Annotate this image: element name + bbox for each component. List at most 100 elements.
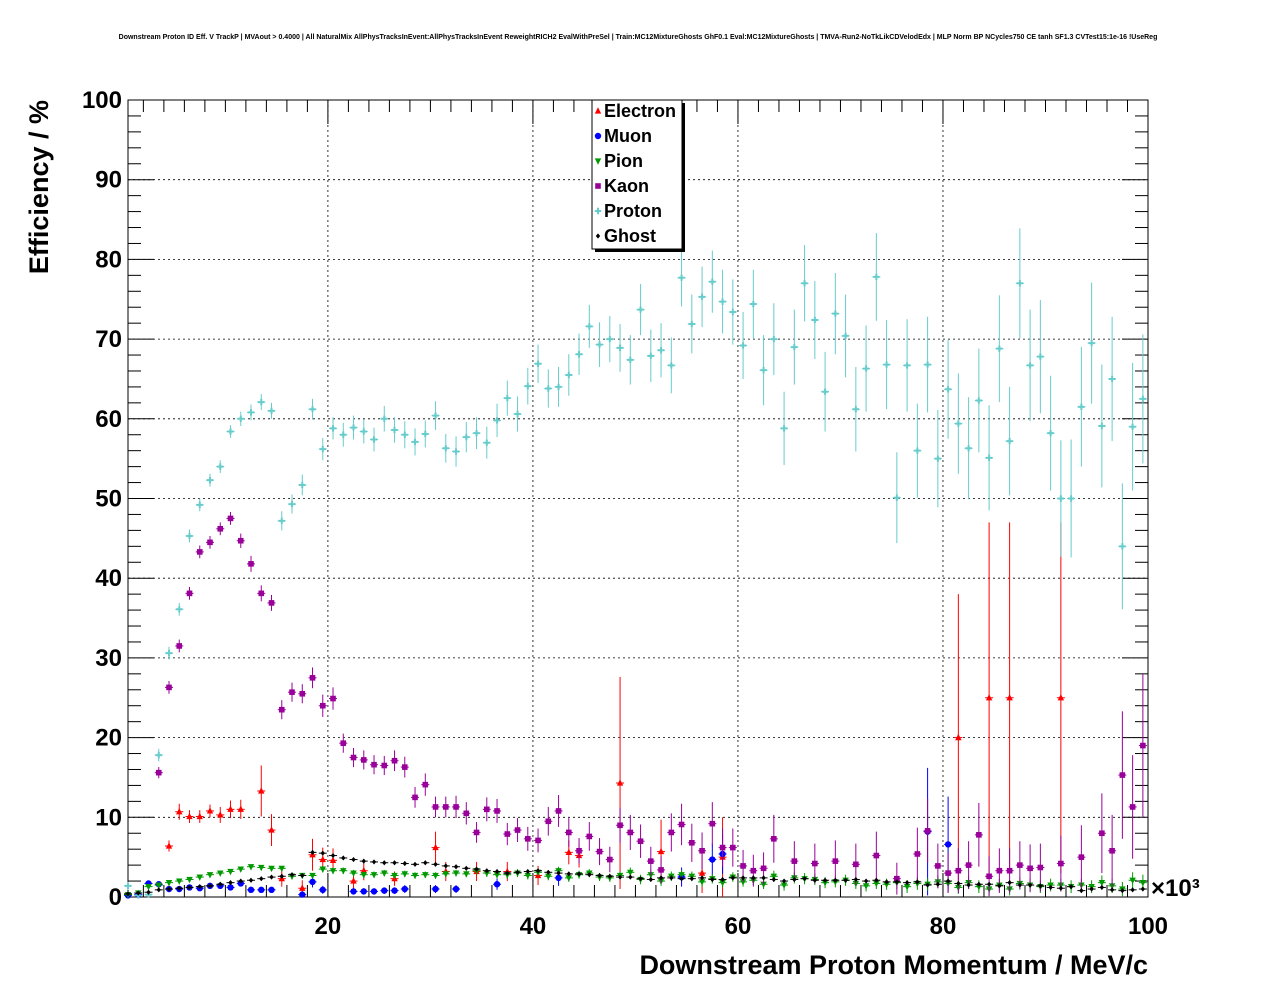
data-point	[288, 500, 296, 508]
data-point	[299, 481, 306, 489]
data-point	[924, 828, 931, 834]
data-point	[1098, 422, 1106, 430]
data-point	[699, 875, 705, 881]
data-point	[463, 810, 470, 817]
data-point	[299, 891, 306, 898]
data-point	[402, 860, 407, 867]
data-point	[381, 762, 388, 769]
data-point	[616, 344, 624, 352]
data-point	[924, 361, 931, 368]
data-point	[1068, 884, 1074, 890]
data-point	[278, 517, 285, 525]
data-point	[422, 430, 429, 438]
data-point	[576, 847, 582, 854]
data-point	[268, 865, 275, 873]
legend-label-kaon: Kaon	[604, 176, 649, 196]
data-point	[1058, 885, 1064, 891]
data-point	[1007, 880, 1012, 886]
data-point	[985, 454, 993, 462]
x-tick-label: 20	[315, 913, 342, 940]
data-point	[751, 875, 756, 881]
data-point	[228, 880, 233, 886]
data-point	[525, 868, 530, 875]
data-point	[648, 876, 654, 883]
data-point	[505, 870, 510, 876]
data-point	[156, 887, 161, 893]
data-point	[370, 872, 378, 879]
data-point	[945, 878, 951, 884]
grid-lines	[128, 100, 1148, 897]
x-tick-label: 60	[725, 913, 752, 940]
data-point	[944, 841, 952, 848]
data-point	[196, 812, 203, 820]
data-point	[874, 877, 879, 883]
data-point	[607, 873, 613, 879]
data-point	[1006, 437, 1013, 445]
data-point	[607, 856, 613, 863]
data-point	[976, 832, 982, 838]
data-point	[1130, 887, 1135, 893]
data-point	[555, 383, 562, 391]
data-point	[575, 351, 583, 358]
data-point	[985, 693, 993, 701]
data-point	[1058, 860, 1064, 867]
data-point	[791, 858, 798, 864]
data-point	[791, 343, 798, 351]
data-point	[1129, 877, 1136, 885]
data-point	[770, 335, 778, 343]
data-point	[483, 439, 490, 446]
data-point	[155, 751, 162, 759]
data-point	[504, 831, 511, 837]
tick-labels: 0 10 20 30 40 50 60 70 80 90 100 20 40 60 80 100	[82, 87, 1168, 940]
data-point	[360, 888, 367, 895]
data-point	[268, 600, 275, 606]
data-point	[350, 877, 357, 884]
data-point	[310, 849, 315, 855]
data-point	[187, 884, 192, 891]
data-point	[884, 879, 889, 885]
data-point	[812, 860, 818, 867]
data-point	[207, 539, 213, 546]
data-point	[1067, 495, 1075, 502]
data-point	[986, 873, 992, 880]
data-point	[381, 415, 388, 422]
data-point	[710, 876, 715, 883]
data-point	[350, 754, 357, 761]
data-point	[186, 532, 193, 540]
data-point	[494, 808, 500, 814]
data-point	[146, 889, 151, 895]
data-point	[412, 861, 418, 867]
data-point	[207, 883, 213, 889]
data-point	[894, 875, 900, 882]
data-point	[586, 833, 593, 840]
data-point	[760, 366, 767, 374]
data-point	[166, 886, 172, 892]
data-point	[227, 428, 234, 435]
data-point	[176, 606, 183, 613]
data-point	[217, 870, 224, 877]
data-point	[248, 877, 254, 883]
data-point	[382, 860, 387, 866]
data-point	[945, 870, 951, 876]
data-point	[914, 851, 921, 857]
data-point	[227, 884, 234, 891]
data-point	[309, 675, 316, 681]
data-point	[515, 869, 520, 875]
data-point	[432, 843, 439, 851]
data-point	[576, 871, 582, 877]
data-point	[483, 806, 490, 813]
data-point	[360, 757, 367, 763]
data-point	[391, 757, 398, 764]
data-point	[360, 428, 367, 435]
data-point	[238, 878, 243, 884]
data-point	[319, 702, 326, 709]
data-point	[258, 590, 265, 597]
data-point	[883, 361, 890, 368]
data-point	[565, 875, 573, 882]
data-point	[136, 890, 141, 896]
data-point	[780, 882, 788, 889]
data-point	[821, 388, 829, 395]
data-point	[361, 858, 366, 864]
data-point	[832, 858, 839, 864]
legend-label-ghost: Ghost	[604, 226, 656, 246]
